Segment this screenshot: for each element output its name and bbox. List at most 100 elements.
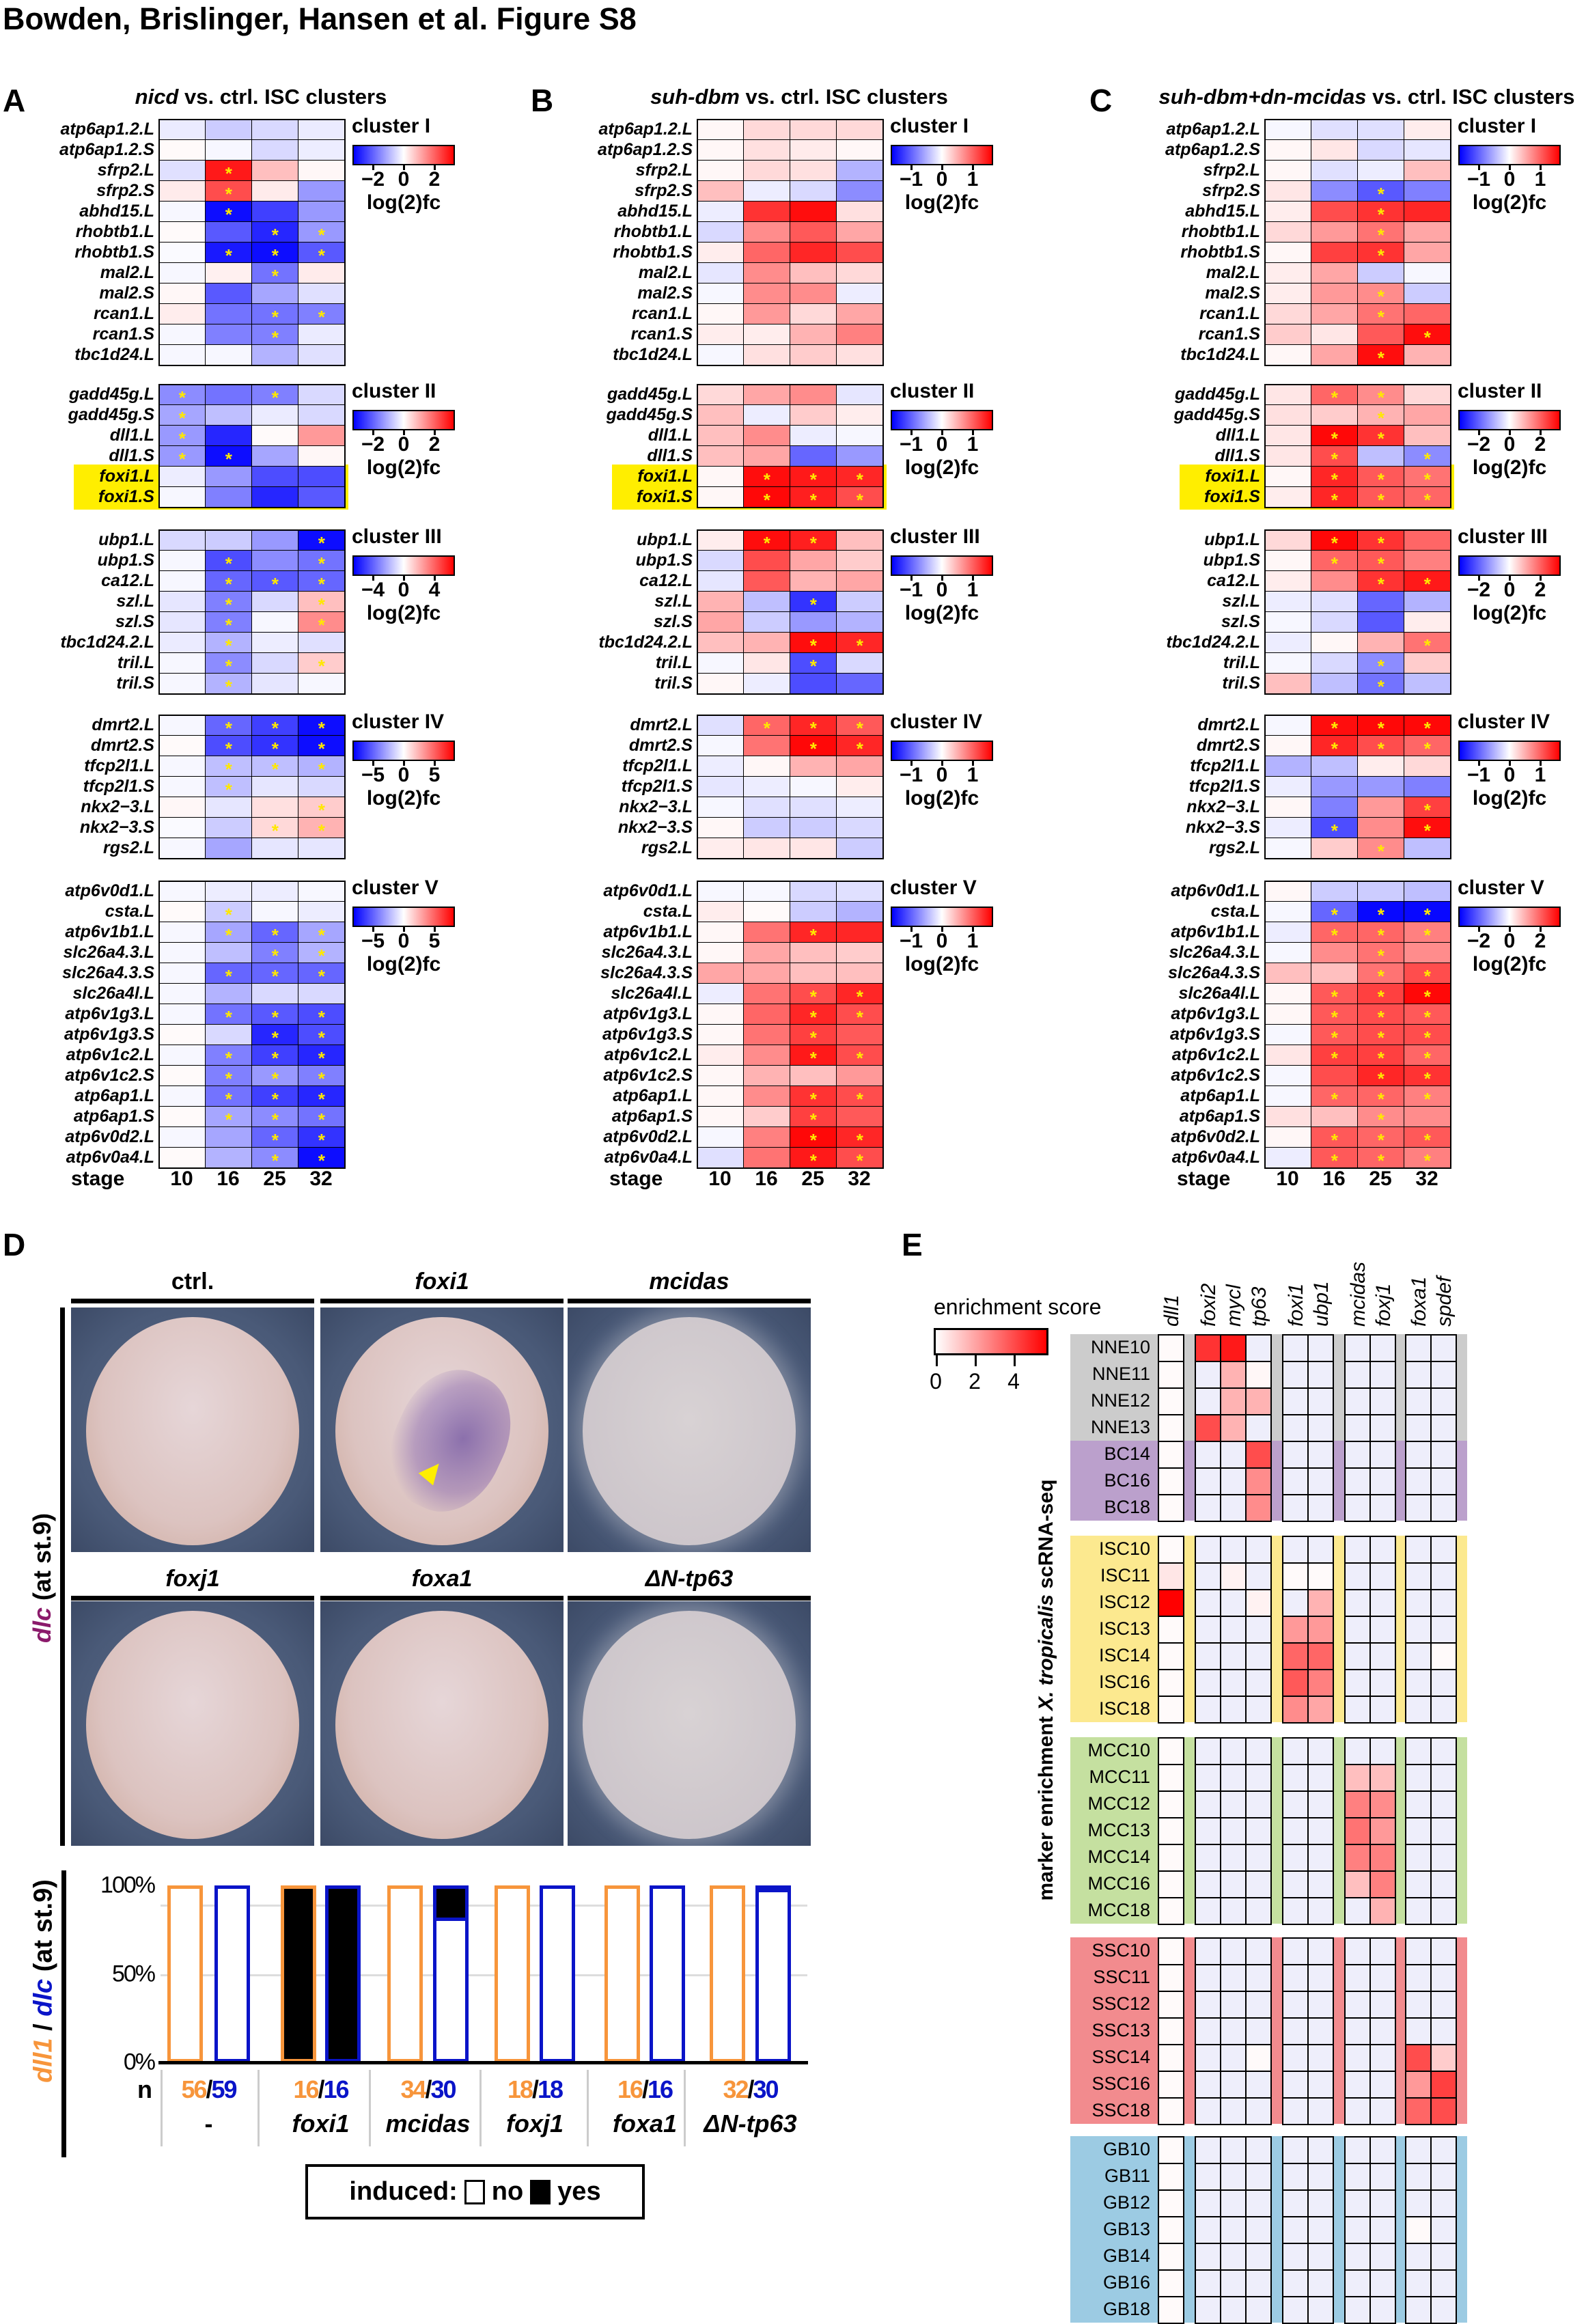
- enrichment-cell: [1220, 2097, 1247, 2125]
- cluster-label: cluster IV: [352, 710, 445, 733]
- group-separator: [587, 2070, 589, 2146]
- gene-label: atp6ap1.L: [1180, 1086, 1260, 1105]
- n-count: 18/18: [507, 2075, 564, 2104]
- enrichment-cell: [1245, 2163, 1272, 2191]
- heatmap-cell: *: [298, 797, 346, 819]
- enrichment-cell: [1405, 1361, 1432, 1389]
- bar-dll1-induced: [281, 1885, 316, 2062]
- enrichment-cell: [1220, 2163, 1247, 2191]
- gene-label: dll1.S: [1214, 446, 1260, 465]
- enrichment-cell: [1344, 1897, 1371, 1925]
- gene-label: atp6v1g3.L: [65, 1004, 154, 1023]
- gene-label: abhd15.L: [1185, 202, 1260, 221]
- enrichment-cell: [1245, 1334, 1272, 1362]
- enrichment-cell: [1405, 2243, 1432, 2271]
- significance-star: *: [318, 1006, 325, 1027]
- enrichment-cell: [1307, 1737, 1334, 1765]
- enrichment-cell: [1195, 1361, 1221, 1389]
- embryo: [583, 1317, 796, 1545]
- heatmap-cell: [743, 404, 791, 426]
- gene-label: slc26a4.3.L: [63, 943, 154, 962]
- colorbar: [1458, 555, 1561, 576]
- gene-label: foxi1.L: [1205, 467, 1260, 486]
- heatmap-border: [697, 384, 884, 508]
- probe-axis-label: dlc (at st.9): [28, 1513, 57, 1643]
- heatmap-border: [158, 881, 346, 1169]
- stage-value: 25: [801, 1167, 824, 1190]
- heatmap-cell: *: [205, 611, 253, 634]
- enrichment-cell: [1344, 1536, 1371, 1564]
- enrichment-cell: [1282, 2269, 1309, 2297]
- enrichment-cell: [1344, 2216, 1371, 2244]
- heatmap-cell: *: [205, 715, 253, 737]
- enrichment-cell: [1369, 1817, 1396, 1845]
- enrichment-cell: [1405, 1764, 1432, 1792]
- significance-star: *: [271, 945, 279, 966]
- heatmap-cell: [205, 1024, 253, 1046]
- colorbar-tick-label: 2: [969, 1369, 981, 1394]
- enrichment-cell: [1282, 1844, 1309, 1872]
- cluster-row-label: BC16: [1104, 1470, 1150, 1491]
- gene-label: atp6v1c2.S: [603, 1066, 693, 1085]
- colorbar: [1458, 907, 1561, 927]
- enrichment-cell: [1195, 2136, 1221, 2164]
- significance-star: *: [318, 224, 325, 245]
- enrichment-cell: [1220, 1642, 1247, 1670]
- enrichment-cell: [1369, 1642, 1396, 1670]
- enrichment-cell: [1344, 1737, 1371, 1765]
- cluster-row-label: ISC11: [1100, 1565, 1150, 1586]
- enrichment-cell: [1195, 1642, 1221, 1670]
- cluster-row-label: NNE13: [1090, 1417, 1150, 1437]
- colorbar-title: log(2)fc: [366, 456, 441, 479]
- colorbar-tick: [972, 164, 974, 170]
- gene-label: slc26a4.3.L: [601, 943, 693, 962]
- colorbar-tick-label: 5: [428, 764, 441, 786]
- induced-legend: induced: no yes: [305, 2164, 645, 2219]
- enrichment-cell: [1369, 1844, 1396, 1872]
- gene-label: rcan1.S: [630, 324, 693, 344]
- gene-label: slc26a4l.L: [72, 984, 154, 1003]
- legend-text: yes: [557, 2177, 601, 2206]
- enrichment-cell: [1220, 1467, 1247, 1495]
- enrichment-cell: [1344, 1844, 1371, 1872]
- gene-label: mal2.S: [1205, 283, 1260, 303]
- enrichment-cell: [1307, 2044, 1334, 2072]
- enrichment-cell: [1220, 1991, 1247, 2019]
- colorbar-tick-label: −1: [1466, 764, 1491, 786]
- colorbar-tick-label: 2: [428, 433, 441, 456]
- colorbar-tick-label: 1: [966, 168, 979, 191]
- panel-letter: A: [3, 83, 26, 118]
- gene-label: tril.S: [654, 674, 693, 693]
- colorbar: [1458, 410, 1561, 430]
- significance-star: *: [318, 1027, 325, 1048]
- group-separator: [161, 2070, 163, 2146]
- significance-star: *: [225, 204, 232, 225]
- colorbar: [891, 410, 993, 430]
- enrichment-cell: [1307, 1897, 1334, 1925]
- gene-label: ca12.L: [1207, 571, 1260, 590]
- significance-star: *: [318, 245, 325, 266]
- significance-star: *: [318, 717, 325, 738]
- gene-label: tfcp2l1.L: [84, 756, 154, 775]
- enrichment-cell: [1245, 1361, 1272, 1389]
- enrichment-cell: [1158, 1964, 1184, 1992]
- gene-label: dmrt2.L: [1197, 715, 1260, 734]
- gene-label: slc26a4.3.S: [600, 963, 693, 982]
- gene-label: dmrt2.S: [90, 736, 154, 755]
- cluster-row-label: MCC10: [1087, 1740, 1150, 1760]
- heatmap-cell: [251, 901, 299, 923]
- gene-label: szl.S: [1221, 612, 1260, 631]
- colorbar-tick-label: 5: [428, 930, 441, 952]
- gene-label: rcan1.L: [1199, 304, 1260, 323]
- legend-text: induced:: [349, 2177, 458, 2206]
- cluster-label: cluster I: [1458, 115, 1537, 137]
- gene-label: foxi1.S: [637, 487, 693, 506]
- heatmap-cell: [697, 404, 745, 426]
- enrichment-cell: [1344, 2136, 1371, 2164]
- enrichment-cell: [1282, 1937, 1309, 1965]
- cluster-row-label: MCC13: [1087, 1820, 1150, 1840]
- gene-label: tfcp2l1.S: [621, 777, 693, 796]
- significance-star: *: [318, 758, 325, 779]
- n-dlc: 16: [323, 2075, 350, 2103]
- gene-label: ubp1.S: [635, 551, 693, 570]
